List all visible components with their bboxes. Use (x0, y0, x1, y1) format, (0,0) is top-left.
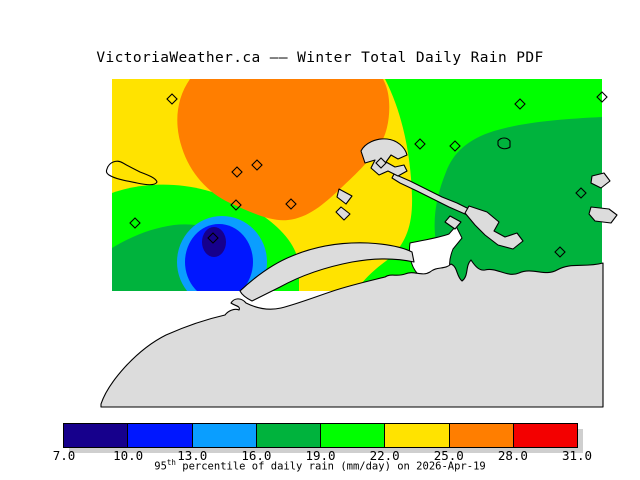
station-marker-diamond (596, 91, 608, 103)
land-island-cluster (464, 205, 524, 250)
station-marker-diamond (375, 157, 387, 169)
land-olympic-peninsula (100, 259, 604, 408)
outline-island-west (105, 160, 158, 186)
caption-superscript: th (166, 458, 176, 467)
colorbar-tick-label: 13.0 (177, 448, 208, 463)
colorbar-segment-1 (127, 424, 192, 447)
station-marker-diamond (207, 232, 219, 244)
colorbar-segment-0 (64, 424, 128, 447)
colorbar-segment-7 (512, 424, 577, 447)
colorbar-segment-3 (255, 424, 320, 447)
station-marker-diamond (166, 93, 178, 105)
land-islet-1 (336, 188, 353, 205)
land-saanich-peninsula (360, 138, 408, 177)
land-east-island-2 (590, 172, 611, 189)
station-marker-diamond (230, 199, 242, 211)
colorbar-segment-2 (191, 424, 256, 447)
land-layer (100, 138, 618, 408)
colorbar-segment-6 (448, 424, 513, 447)
outline-island-east (497, 137, 511, 150)
station-markers (129, 91, 608, 258)
station-marker-diamond (231, 166, 243, 178)
station-marker-diamond (514, 98, 526, 110)
coastline-outlines (105, 137, 511, 186)
contour-band-10-13 (185, 224, 253, 291)
colorbar-tick-label: 25.0 (433, 448, 464, 463)
land-small-island (444, 215, 462, 230)
land-islet-2 (335, 206, 351, 221)
colorbar (63, 423, 578, 448)
colorbar-tick-label: 19.0 (305, 448, 336, 463)
colorbar-segment-4 (320, 424, 385, 447)
station-marker-diamond (575, 187, 587, 199)
colorbar-tick-label: 28.0 (497, 448, 528, 463)
colorbar-caption: 95th percentile of daily rain (mm/day) o… (0, 458, 640, 473)
caption-rest: percentile of daily rain (mm/day) on 202… (175, 460, 486, 473)
station-marker-diamond (285, 198, 297, 210)
station-marker-diamond (449, 140, 461, 152)
contour-band-25-28 (177, 79, 390, 221)
station-marker-diamond (129, 217, 141, 229)
strait-water-wedge (409, 225, 463, 278)
caption-base: 95 (154, 460, 167, 473)
page-title: VictoriaWeather.ca —— Winter Total Daily… (96, 50, 544, 66)
colorbar-segment-5 (384, 424, 449, 447)
station-marker-diamond (414, 138, 426, 150)
land-victoria-coast-strip (239, 242, 415, 302)
land-east-island-1 (588, 206, 618, 224)
colorbar-tick-label: 10.0 (113, 448, 144, 463)
colorbar-tick-label: 7.0 (52, 448, 76, 463)
station-marker-diamond (251, 159, 263, 171)
station-marker-diamond (554, 246, 566, 258)
colorbar-tick-label: 16.0 (241, 448, 272, 463)
colorbar-tick-label: 31.0 (561, 448, 593, 463)
colorbar-tick-label: 22.0 (369, 448, 400, 463)
